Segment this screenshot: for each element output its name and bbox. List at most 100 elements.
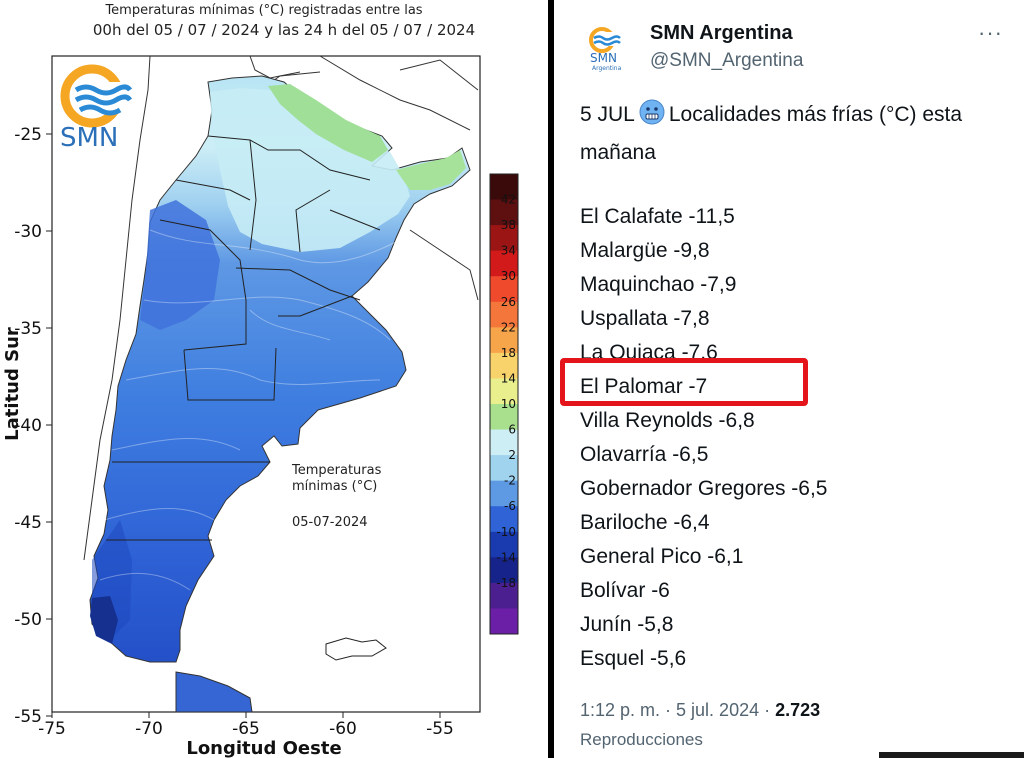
legend-label: 6	[508, 423, 516, 437]
map-date: 05-07-2024	[292, 515, 368, 530]
legend-label: 14	[501, 371, 516, 385]
post-meta: 1:12 p. m. · 5 jul. 2024 · 2.723	[580, 700, 820, 721]
avatar-subtext: Argentina	[592, 65, 622, 72]
list-item: Junín -5,8	[580, 613, 674, 636]
more-options-icon[interactable]: ···	[978, 20, 1003, 45]
y-tick-label: -45	[14, 513, 42, 533]
legend-label: -2	[504, 474, 516, 488]
legend-label: 2	[508, 448, 516, 462]
province-borders	[106, 135, 381, 541]
legend-swatch	[490, 276, 518, 303]
legend-swatch	[490, 582, 518, 609]
legend-swatch	[490, 531, 518, 558]
x-tick-label: -60	[329, 719, 357, 739]
x-tick-label: -70	[135, 719, 163, 739]
list-item: Villa Reynolds -6,8	[580, 409, 755, 432]
list-item: Gobernador Gregores -6,5	[580, 477, 828, 500]
legend-swatch	[490, 378, 518, 405]
y-tick-label: -25	[14, 125, 42, 145]
x-tick-label: -55	[426, 719, 454, 739]
bottom-bar	[879, 752, 1024, 758]
y-tick-label: -35	[14, 319, 42, 339]
legend-swatch	[490, 250, 518, 277]
legend-swatch	[490, 352, 518, 379]
account-handle[interactable]: @SMN_Argentina	[650, 50, 804, 71]
legend-label: -6	[504, 499, 516, 513]
account-name[interactable]: SMN Argentina	[650, 22, 793, 44]
coldest-calafate	[90, 596, 118, 644]
legend-swatch	[490, 199, 518, 226]
legend-swatch	[490, 404, 518, 431]
panel-divider	[548, 0, 554, 758]
x-tick-label: -65	[232, 719, 260, 739]
tweet-panel: SMN Argentina SMN Argentina @SMN_Argenti…	[554, 0, 1024, 758]
legend-swatch	[490, 608, 518, 635]
map-title: Temperaturas mínimas (°C) registradas en…	[0, 2, 548, 41]
cold-andes-north	[140, 200, 220, 330]
post-date: 5 JUL	[580, 103, 635, 126]
x-axis-ticks: -75 -70 -65 -60 -55	[38, 712, 454, 739]
legend-swatch	[490, 174, 518, 201]
list-item: Uspallata -7,8	[580, 307, 710, 330]
tierra-del-fuego	[175, 671, 253, 713]
view-count: 2.723	[775, 700, 821, 720]
legend-swatch	[490, 506, 518, 533]
smn-logo: SMN	[60, 64, 133, 153]
warm-north-region	[210, 88, 410, 252]
legend-label: -18	[496, 576, 516, 590]
avatar-text: SMN	[590, 51, 617, 65]
legend-swatch	[490, 455, 518, 482]
logo-text: SMN	[60, 123, 118, 153]
legend-frame	[489, 173, 519, 635]
temperature-map-panel: Temperaturas mínimas (°C) registradas en…	[0, 2, 548, 758]
argentina-temperature-map: SMN -25 -30 -35 -40 -45 -50 -55 -75 -70 -65 -60 -5…	[2, 55, 519, 758]
cold-face-emoji-icon	[639, 99, 665, 136]
y-tick-label: -55	[14, 707, 42, 727]
avatar[interactable]: SMN Argentina	[582, 22, 634, 74]
y-tick-label: -30	[14, 222, 42, 242]
color-legend: 42 38 34 30 26 22 18 14 10 6 2 -2 -6 -10 -14 -18	[489, 173, 519, 635]
legend-label: 18	[501, 346, 516, 360]
legend-swatch	[490, 225, 518, 252]
coldest-locations-list: El Calafate -11,5 Malargüe -9,8 Maquinchao…	[580, 200, 1000, 676]
green-northeast	[268, 84, 388, 162]
post-timestamp[interactable]: 1:12 p. m. · 5 jul. 2024 ·	[580, 700, 771, 720]
legend-swatch	[490, 327, 518, 354]
list-item: Olavarría -6,5	[580, 443, 709, 466]
malvinas-islands	[325, 637, 387, 661]
list-item: Malargüe -9,8	[580, 239, 710, 262]
list-item: Esquel -5,6	[580, 647, 687, 670]
legend-swatch	[490, 429, 518, 456]
legend-label: 38	[501, 218, 516, 232]
legend-label: 10	[501, 397, 516, 411]
list-item: El Palomar -7	[580, 375, 708, 398]
post-heading: 5 JUL Localidades más frías (°C) esta mañ…	[580, 98, 1010, 170]
views-label: Reproducciones	[580, 730, 703, 749]
legend-label: 22	[501, 320, 516, 334]
legend-label: -10	[496, 525, 516, 539]
list-item: Bolívar -6	[580, 579, 670, 602]
legend-label: 34	[501, 244, 516, 258]
y-axis-title: Latitud Sur	[2, 327, 23, 441]
legend-label: 26	[501, 295, 516, 309]
list-item: Maquinchao -7,9	[580, 273, 737, 296]
legend-label: -14	[496, 550, 516, 564]
legend-label: 30	[501, 269, 516, 283]
list-item: El Calafate -11,5	[580, 205, 735, 228]
list-item: La Quiaca -7,6	[580, 341, 718, 364]
isotherm-lines	[99, 229, 401, 591]
map-title-line2: 00h del 05 / 07 / 2024 y las 24 h del 05…	[92, 21, 476, 39]
map-note-line1: Temperaturas	[291, 463, 382, 478]
smn-avatar-icon: SMN Argentina	[589, 27, 622, 72]
y-tick-label: -50	[14, 610, 42, 630]
map-title-line1: Temperaturas mínimas (°C) registradas en…	[105, 3, 423, 18]
y-axis-ticks: -25 -30 -35 -40 -45 -50 -55	[14, 125, 52, 727]
x-tick-label: -75	[38, 719, 66, 739]
legend-swatch	[490, 557, 518, 584]
list-item: General Pico -6,1	[580, 545, 744, 568]
map-note-line2: mínimas (°C)	[292, 479, 377, 494]
x-axis-title: Longitud Oeste	[186, 738, 341, 758]
legend-swatch	[490, 480, 518, 507]
legend-swatch	[490, 301, 518, 328]
list-item: Bariloche -6,4	[580, 511, 710, 534]
